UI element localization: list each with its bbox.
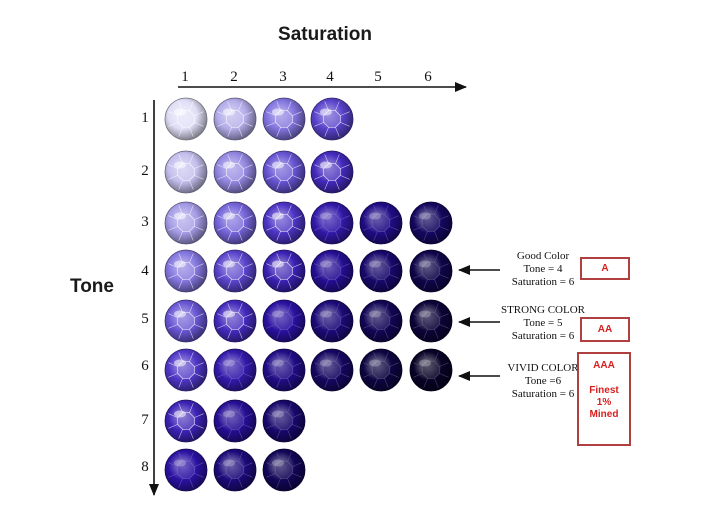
note-line: Tone = 5 bbox=[523, 317, 563, 329]
gem-stone bbox=[164, 201, 208, 245]
gem-stone bbox=[262, 249, 306, 293]
grade-label: AAA bbox=[593, 360, 615, 371]
gem-stone bbox=[213, 399, 257, 443]
grade-extra: Mined bbox=[589, 409, 619, 420]
grade-a-box: A bbox=[580, 257, 630, 280]
note-line: STRONG COLOR bbox=[500, 304, 586, 316]
gem-stone bbox=[164, 448, 208, 492]
gem-stone bbox=[164, 249, 208, 293]
saturation-tick: 3 bbox=[279, 69, 287, 85]
note-line: Saturation = 6 bbox=[511, 276, 575, 288]
grade-extra: 1% bbox=[596, 397, 612, 408]
saturation-tick: 4 bbox=[326, 69, 334, 85]
tone-title: Tone bbox=[70, 276, 114, 297]
saturation-tick: 6 bbox=[424, 69, 432, 85]
gem-stone bbox=[213, 448, 257, 492]
gem-stone bbox=[164, 299, 208, 343]
gem-stone bbox=[409, 249, 453, 293]
gem-stone bbox=[262, 348, 306, 392]
gem-stone bbox=[164, 97, 208, 141]
gem-stone bbox=[409, 299, 453, 343]
saturation-title: Saturation bbox=[278, 24, 372, 45]
gem-stone bbox=[213, 249, 257, 293]
note-line: Tone = 4 bbox=[523, 263, 563, 275]
gem-stone bbox=[213, 150, 257, 194]
tone-tick: 1 bbox=[141, 110, 149, 126]
gem-stone bbox=[262, 201, 306, 245]
gem-stone bbox=[164, 399, 208, 443]
gem-stone bbox=[262, 448, 306, 492]
gem-stone bbox=[262, 150, 306, 194]
strong-color-note: STRONG COLOR Tone = 5 Saturation = 6 bbox=[488, 304, 598, 343]
gem-stone bbox=[213, 348, 257, 392]
gem-stone bbox=[310, 150, 354, 194]
grade-extra: Finest bbox=[589, 385, 619, 396]
note-line: VIVID COLOR bbox=[507, 362, 579, 374]
gem-stone bbox=[409, 201, 453, 245]
grade-label: A bbox=[601, 263, 609, 274]
grade-aaa-box: AAA Finest 1% Mined bbox=[577, 352, 631, 446]
note-line: Saturation = 6 bbox=[511, 330, 575, 342]
saturation-tick: 5 bbox=[374, 69, 382, 85]
saturation-tick: 2 bbox=[230, 69, 238, 85]
gem-stone bbox=[164, 150, 208, 194]
gem-stone bbox=[310, 97, 354, 141]
gem-stone bbox=[359, 299, 403, 343]
saturation-tick: 1 bbox=[181, 69, 189, 85]
gem-stone bbox=[213, 97, 257, 141]
gem-stone bbox=[213, 299, 257, 343]
gem-stone bbox=[164, 348, 208, 392]
good-color-note: Good Color Tone = 4 Saturation = 6 bbox=[488, 250, 598, 289]
tone-tick: 5 bbox=[141, 311, 149, 327]
grade-label: AA bbox=[597, 324, 613, 335]
gem-stone bbox=[359, 201, 403, 245]
grade-aa-box: AA bbox=[580, 317, 630, 342]
tone-tick: 7 bbox=[141, 412, 149, 428]
note-line: Saturation = 6 bbox=[511, 388, 575, 400]
gem-stone bbox=[262, 97, 306, 141]
gem-stone bbox=[213, 201, 257, 245]
vivid-color-note: VIVID COLOR Tone =6 Saturation = 6 bbox=[488, 362, 598, 401]
gem-stone bbox=[310, 348, 354, 392]
tone-tick: 3 bbox=[141, 214, 149, 230]
note-line: Tone =6 bbox=[524, 375, 562, 387]
gem-stone bbox=[310, 299, 354, 343]
tone-tick: 4 bbox=[141, 263, 149, 279]
gem-stone bbox=[262, 399, 306, 443]
gem-stone bbox=[310, 249, 354, 293]
gem-stone bbox=[310, 201, 354, 245]
tone-tick: 8 bbox=[141, 459, 149, 475]
gem-stone bbox=[359, 348, 403, 392]
note-line: Good Color bbox=[516, 250, 570, 262]
gem-stone bbox=[359, 249, 403, 293]
tone-tick: 2 bbox=[141, 163, 149, 179]
gem-stone bbox=[262, 299, 306, 343]
gem-stone bbox=[409, 348, 453, 392]
tone-tick: 6 bbox=[141, 358, 149, 374]
